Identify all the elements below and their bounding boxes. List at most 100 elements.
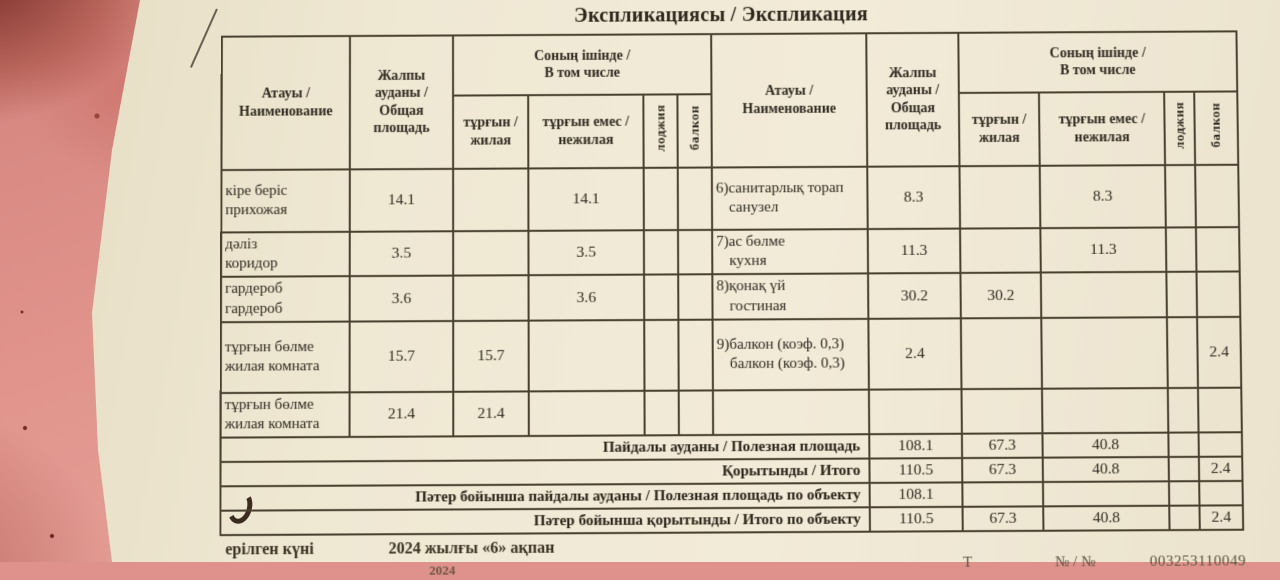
page-title: Экспликациясы / Экспликация xyxy=(221,1,1221,29)
cell-nonliving: 3.5 xyxy=(528,230,644,275)
col-header-including-left: Соның ішінде / В том числе xyxy=(453,34,711,95)
cell-living: 67.3 xyxy=(963,507,1044,532)
col-header-total-left: Жалпы ауданы / Общая площадь xyxy=(350,35,453,169)
explication-table: Атауы / Наименование Жалпы ауданы / Обща… xyxy=(219,30,1244,536)
room-name: 8)қонақ үй гостиная xyxy=(712,274,868,320)
cell-loggia xyxy=(644,168,678,231)
room-name-kk: 8)қонақ үй xyxy=(716,277,865,297)
cell-total: 2.4 xyxy=(868,318,961,389)
cell-balcony xyxy=(1197,272,1241,317)
col-header-loggia-left: лоджия xyxy=(643,94,677,167)
cell-loggia xyxy=(1169,457,1200,482)
col-header-balcony-right: балкон xyxy=(1194,91,1238,165)
cell-balcony xyxy=(678,230,712,275)
reference-no-label: № / № xyxy=(1055,554,1096,572)
cell-total: 108.1 xyxy=(869,434,962,459)
cell-nonliving: 11.3 xyxy=(1040,227,1166,272)
cell-living: 21.4 xyxy=(453,391,529,436)
room-name-ru: жилая комната xyxy=(225,415,347,435)
issue-date-line: ерілген күні 2024 жылғы «6» ақпан xyxy=(225,539,554,559)
cell-living xyxy=(962,388,1043,433)
cell-balcony xyxy=(678,319,713,390)
cell-total: 3.6 xyxy=(350,276,454,321)
cell-loggia xyxy=(1166,227,1197,272)
cell-living xyxy=(960,228,1041,273)
room-name: тұрғын бөлме жилая комната xyxy=(221,321,350,392)
cell-nonliving xyxy=(529,391,645,437)
cell-balcony xyxy=(1199,481,1243,506)
room-name: дәліз коридор xyxy=(221,232,350,277)
room-name-kk: тұрғын бөлме xyxy=(225,395,347,415)
reference-number: 003253110049 xyxy=(1150,553,1247,571)
cell-total: 110.5 xyxy=(869,458,962,483)
cell-nonliving xyxy=(529,320,645,391)
issue-date-value: 2024 жылғы «6» ақпан xyxy=(388,539,554,557)
cell-nonliving: 3.6 xyxy=(529,275,645,320)
room-name-kk: гардероб xyxy=(225,280,347,300)
room-name-ru: гостиная xyxy=(717,296,866,316)
cropped-text-fragment: 2024 xyxy=(429,562,455,578)
cell-balcony xyxy=(1196,227,1240,272)
cell-living xyxy=(961,318,1042,389)
room-name-kk: кіре беріс xyxy=(225,181,346,201)
col-header-total-right: Жалпы ауданы / Общая площадь xyxy=(866,33,959,167)
room-name-ru: жилая комната xyxy=(225,357,347,377)
room-name: гардероб гардероб xyxy=(221,277,350,322)
table-row: тұрғын бөлме жилая комната 21.4 21.4 xyxy=(221,387,1242,437)
cell-total: 108.1 xyxy=(870,483,963,508)
col-header-nonliving-right: тұрғын емес / нежилая xyxy=(1039,92,1165,166)
cell-loggia xyxy=(1169,506,1200,531)
col-header-name-right: Атауы / Наименование xyxy=(711,33,867,167)
cell-total: 30.2 xyxy=(868,273,961,318)
cell-loggia xyxy=(1165,165,1196,228)
cell-living xyxy=(962,482,1043,507)
summary-label: Қорытынды / Итого xyxy=(220,459,869,487)
cell-nonliving: 8.3 xyxy=(1040,165,1166,228)
cell-loggia xyxy=(1166,272,1197,317)
cell-balcony xyxy=(1199,432,1243,457)
cell-balcony xyxy=(1195,165,1239,228)
cell-balcony: 2.4 xyxy=(1199,457,1243,482)
room-name: кіре беріс прихожая xyxy=(221,169,350,232)
room-name-ru: кухня xyxy=(716,251,865,271)
room-name-kk: 9)балкон (коэф. 0,3) xyxy=(717,335,866,355)
summary-row: Пәтер бойынша қорытынды / Итого по объек… xyxy=(220,505,1243,535)
cell-total: 21.4 xyxy=(350,392,454,438)
cell-loggia xyxy=(1167,317,1198,388)
cell-balcony xyxy=(678,275,712,320)
cell-loggia xyxy=(1168,388,1199,433)
room-name: 6)санитарлық торап санузел xyxy=(712,167,868,230)
cell-living xyxy=(453,276,528,321)
room-name xyxy=(713,389,869,435)
cell-living xyxy=(453,168,528,231)
summary-label: Пәтер бойынша қорытынды / Итого по объек… xyxy=(220,507,870,535)
summary-label: Пайдалы ауданы / Полезная площадь xyxy=(221,434,870,462)
cell-loggia xyxy=(644,390,678,435)
cell-living: 15.7 xyxy=(453,320,529,391)
document: Экспликациясы / Экспликация Атауы / Наим… xyxy=(219,0,1251,570)
cell-total: 11.3 xyxy=(868,229,961,274)
reference-t: Т xyxy=(963,555,972,572)
cell-balcony xyxy=(1198,387,1242,432)
col-header-nonliving-left: тұрғын емес / нежилая xyxy=(528,95,643,169)
summary-label: Пәтер бойынша пайдалы ауданы / Полезная … xyxy=(220,483,869,511)
cell-loggia xyxy=(1168,433,1199,458)
room-name-ru: санузел xyxy=(716,198,865,218)
room-name-kk: дәліз xyxy=(225,235,347,255)
cell-nonliving: 40.8 xyxy=(1043,506,1169,531)
issue-date-label: ерілген күні xyxy=(225,541,314,559)
cell-living: 30.2 xyxy=(960,273,1041,318)
cell-loggia xyxy=(644,230,678,275)
cell-nonliving xyxy=(1043,481,1169,506)
room-name: тұрғын бөлме жилая комната xyxy=(221,392,350,438)
cell-total: 110.5 xyxy=(870,507,963,532)
room-name: 7)ас бөлме кухня xyxy=(712,229,868,275)
cell-nonliving: 14.1 xyxy=(528,168,644,231)
room-name-kk: 7)ас бөлме xyxy=(716,232,865,252)
table-row: тұрғын бөлме жилая комната 15.7 15.7 9)б… xyxy=(221,317,1242,393)
col-header-name-left: Атауы / Наименование xyxy=(221,36,349,170)
cell-loggia xyxy=(1169,481,1200,506)
col-header-including-right: Соның ішінде / В том числе xyxy=(958,31,1237,93)
cell-loggia xyxy=(644,320,678,391)
room-name-kk: 6)санитарлық торап xyxy=(716,179,865,199)
